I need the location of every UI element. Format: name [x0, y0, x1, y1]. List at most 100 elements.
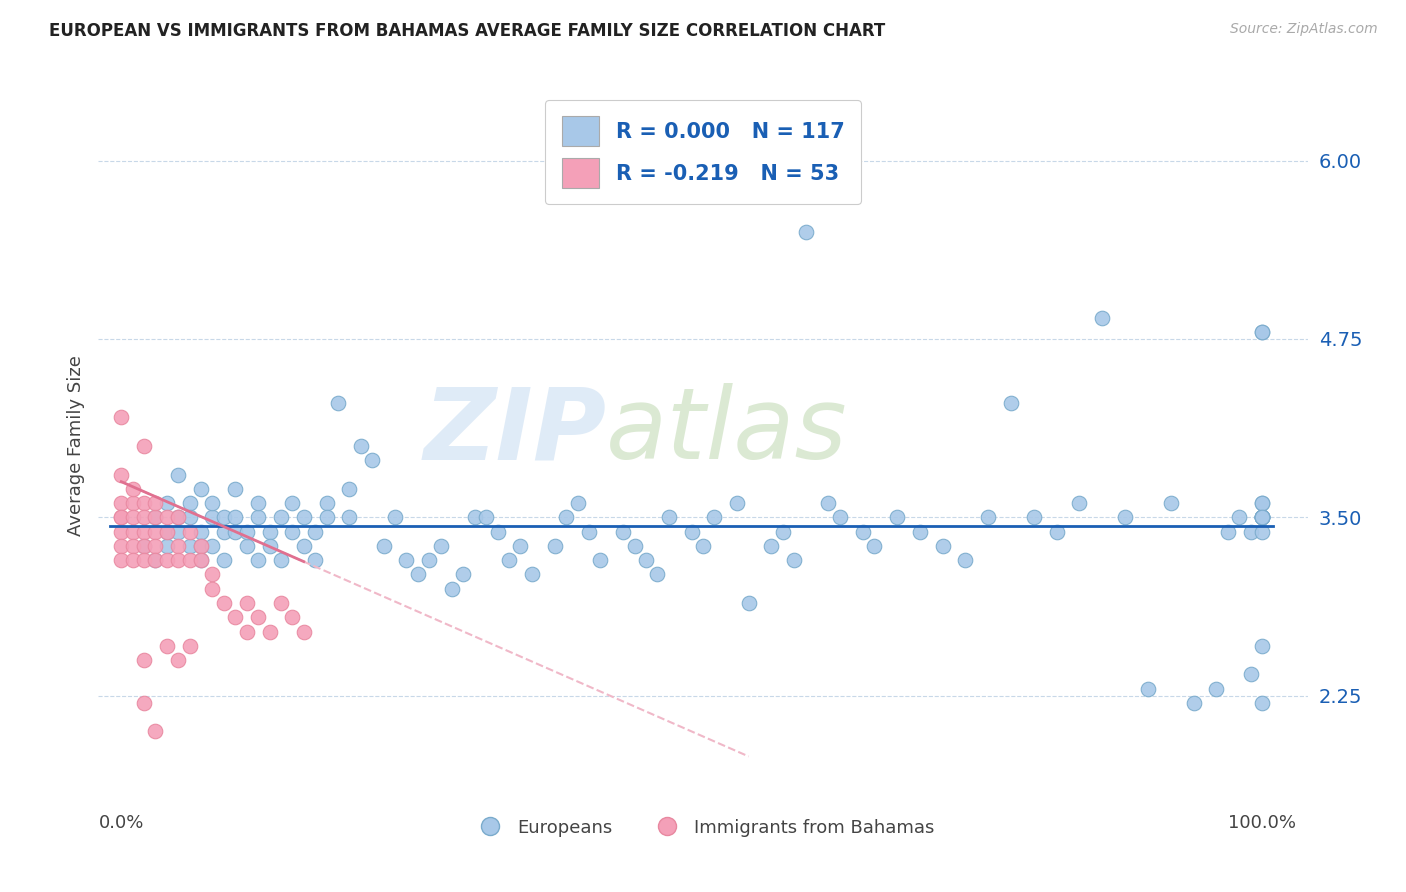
- Point: [259, 524, 281, 539]
- Point: [167, 539, 190, 553]
- Point: [224, 482, 246, 496]
- Point: [201, 539, 224, 553]
- Point: [817, 496, 839, 510]
- Point: [224, 524, 246, 539]
- Point: [281, 524, 304, 539]
- Point: [634, 553, 657, 567]
- Point: [212, 510, 235, 524]
- Point: [132, 653, 155, 667]
- Point: [132, 524, 155, 539]
- Point: [337, 482, 360, 496]
- Point: [852, 524, 875, 539]
- Point: [498, 553, 520, 567]
- Point: [292, 510, 315, 524]
- Point: [145, 510, 167, 524]
- Point: [212, 553, 235, 567]
- Point: [270, 510, 292, 524]
- Point: [567, 496, 589, 510]
- Point: [544, 539, 567, 553]
- Point: [247, 496, 270, 510]
- Point: [1251, 325, 1274, 339]
- Point: [783, 553, 806, 567]
- Point: [429, 539, 451, 553]
- Point: [167, 510, 190, 524]
- Point: [977, 510, 1000, 524]
- Point: [761, 539, 783, 553]
- Point: [156, 639, 179, 653]
- Point: [156, 510, 179, 524]
- Point: [179, 553, 201, 567]
- Point: [612, 524, 634, 539]
- Point: [247, 553, 270, 567]
- Point: [886, 510, 908, 524]
- Point: [132, 510, 155, 524]
- Point: [110, 467, 132, 482]
- Point: [337, 510, 360, 524]
- Point: [1251, 496, 1274, 510]
- Point: [1251, 510, 1274, 524]
- Point: [179, 639, 201, 653]
- Point: [156, 553, 179, 567]
- Point: [1251, 510, 1274, 524]
- Point: [259, 539, 281, 553]
- Point: [441, 582, 464, 596]
- Point: [110, 410, 132, 425]
- Point: [201, 510, 224, 524]
- Point: [955, 553, 977, 567]
- Point: [361, 453, 384, 467]
- Point: [681, 524, 703, 539]
- Point: [772, 524, 794, 539]
- Point: [201, 496, 224, 510]
- Point: [578, 524, 600, 539]
- Point: [156, 539, 179, 553]
- Point: [1046, 524, 1069, 539]
- Point: [145, 510, 167, 524]
- Point: [1000, 396, 1022, 410]
- Point: [464, 510, 486, 524]
- Point: [121, 553, 143, 567]
- Point: [1239, 667, 1261, 681]
- Text: ZIP: ZIP: [423, 384, 606, 480]
- Y-axis label: Average Family Size: Average Family Size: [66, 356, 84, 536]
- Point: [794, 225, 817, 239]
- Point: [121, 524, 143, 539]
- Point: [270, 553, 292, 567]
- Point: [235, 596, 257, 610]
- Point: [475, 510, 498, 524]
- Point: [555, 510, 578, 524]
- Point: [1251, 639, 1274, 653]
- Point: [110, 524, 132, 539]
- Point: [121, 510, 143, 524]
- Legend: Europeans, Immigrants from Bahamas: Europeans, Immigrants from Bahamas: [465, 812, 941, 844]
- Point: [737, 596, 759, 610]
- Point: [235, 524, 257, 539]
- Point: [703, 510, 725, 524]
- Point: [908, 524, 931, 539]
- Point: [190, 553, 212, 567]
- Point: [132, 539, 155, 553]
- Point: [315, 510, 337, 524]
- Point: [110, 539, 132, 553]
- Point: [1216, 524, 1239, 539]
- Point: [167, 553, 190, 567]
- Point: [247, 610, 270, 624]
- Point: [110, 510, 132, 524]
- Point: [145, 553, 167, 567]
- Point: [1251, 510, 1274, 524]
- Point: [145, 524, 167, 539]
- Point: [156, 524, 179, 539]
- Point: [589, 553, 612, 567]
- Point: [453, 567, 475, 582]
- Point: [179, 539, 201, 553]
- Point: [235, 539, 257, 553]
- Point: [201, 567, 224, 582]
- Point: [1091, 310, 1114, 325]
- Text: Source: ZipAtlas.com: Source: ZipAtlas.com: [1230, 22, 1378, 37]
- Point: [315, 496, 337, 510]
- Point: [132, 553, 155, 567]
- Point: [1251, 496, 1274, 510]
- Point: [1227, 510, 1250, 524]
- Point: [132, 496, 155, 510]
- Point: [1182, 696, 1205, 710]
- Point: [179, 510, 201, 524]
